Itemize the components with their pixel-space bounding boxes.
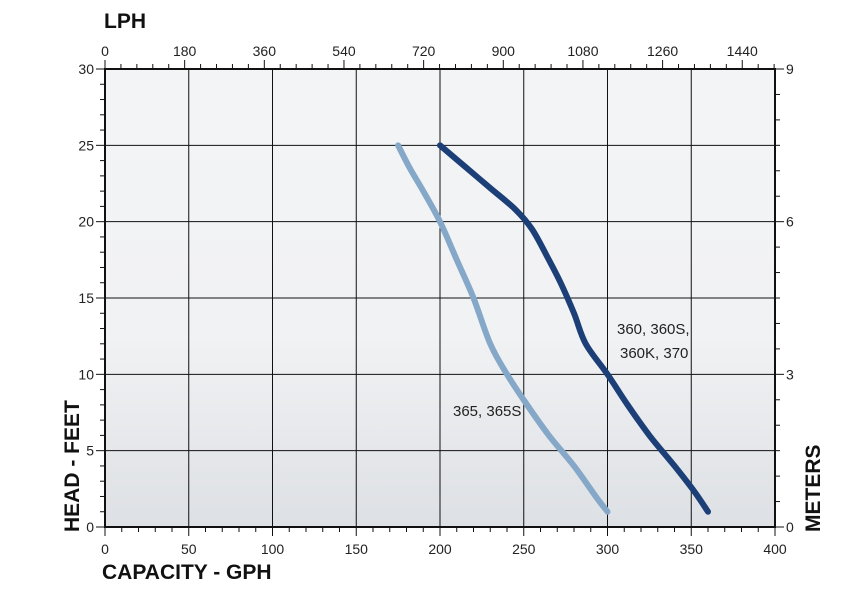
y-right-tick-label: 9 — [786, 61, 794, 77]
series-label-360: 360, 360S, — [617, 321, 690, 338]
y-right-tick-label: 0 — [786, 519, 794, 535]
x-bottom-tick-label: 400 — [763, 541, 787, 557]
series-lines — [395, 142, 711, 515]
x-top-tick-label: 180 — [173, 43, 197, 59]
x-top-tick-label: 360 — [253, 43, 277, 59]
y-left-tick-label: 10 — [78, 366, 94, 382]
x-top-tick-label: 1080 — [567, 43, 598, 59]
y-left-axis-title: HEAD - FEET — [61, 400, 84, 532]
series-line-0 — [395, 142, 611, 515]
x-top-tick-label: 540 — [332, 43, 356, 59]
x-top-tick-label: 900 — [492, 43, 516, 59]
y-left-tick-label: 5 — [86, 443, 94, 459]
x-bottom-tick-label: 350 — [680, 541, 704, 557]
y-left-tick-label: 25 — [78, 137, 94, 153]
x-top-axis-title: LPH — [104, 10, 146, 33]
series-label-365: 365, 365S — [453, 403, 521, 420]
x-bottom-tick-label: 150 — [345, 541, 369, 557]
x-bottom-tick-label: 0 — [101, 541, 109, 557]
y-right-tick-label: 3 — [786, 366, 794, 382]
x-top-tick-label: 1440 — [727, 43, 758, 59]
x-bottom-tick-label: 300 — [596, 541, 620, 557]
y-left-tick-label: 15 — [78, 290, 94, 306]
series-label-360-line2: 360K, 370 — [620, 345, 688, 362]
x-top-tick-label: 0 — [101, 43, 109, 59]
x-bottom-tick-label: 250 — [512, 541, 536, 557]
y-left-tick-label: 20 — [78, 214, 94, 230]
y-right-tick-label: 6 — [786, 214, 794, 230]
y-left-tick-label: 0 — [86, 519, 94, 535]
x-bottom-tick-label: 50 — [181, 541, 197, 557]
x-bottom-tick-label: 100 — [261, 541, 285, 557]
x-bottom-tick-label: 200 — [428, 541, 452, 557]
x-top-tick-label: 1260 — [647, 43, 678, 59]
x-bottom-axis-title: CAPACITY - GPH — [102, 561, 272, 584]
y-right-axis-title: METERS — [802, 444, 825, 532]
x-top-tick-label: 720 — [412, 43, 436, 59]
series-line-1 — [437, 142, 711, 515]
y-left-tick-label: 30 — [78, 61, 94, 77]
plot-frame — [104, 68, 776, 528]
